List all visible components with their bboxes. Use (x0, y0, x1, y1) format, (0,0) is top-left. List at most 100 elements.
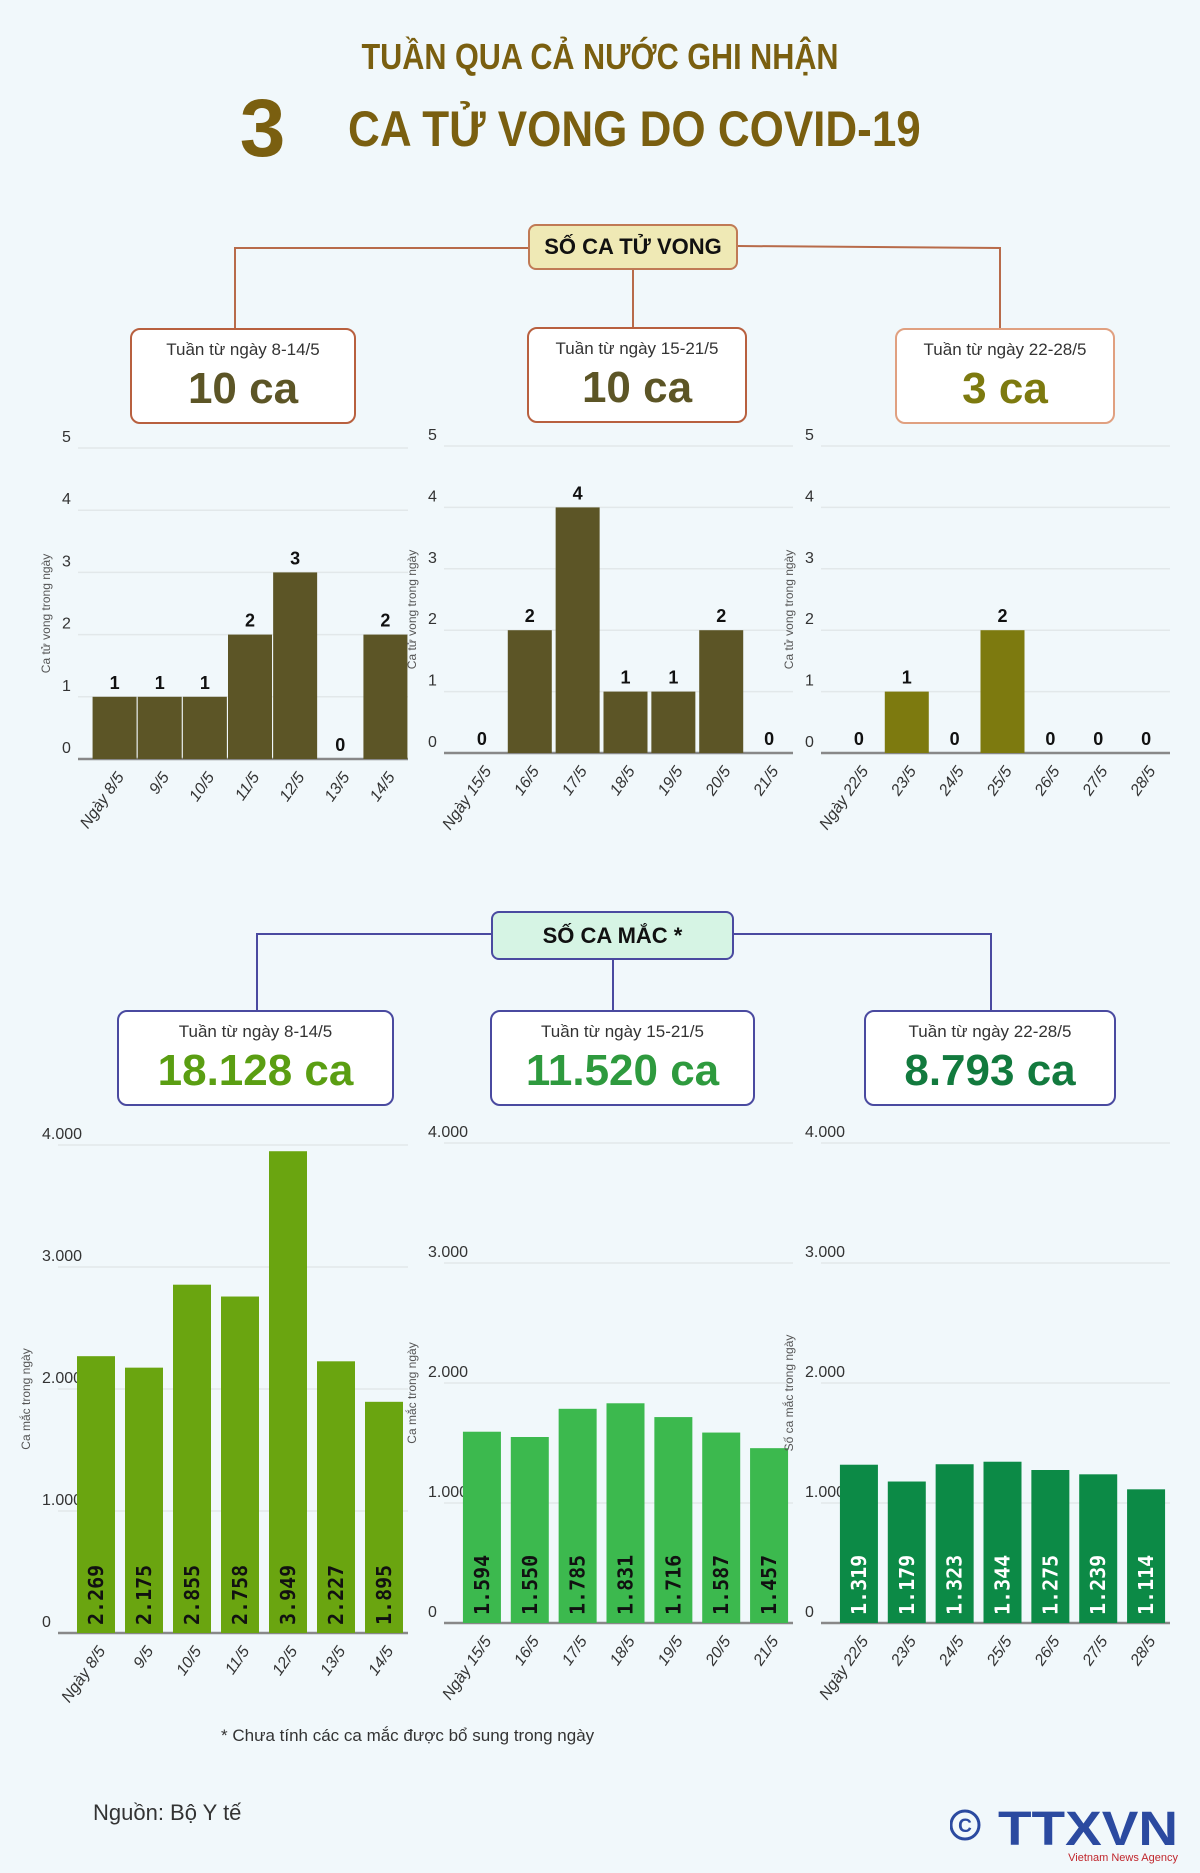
bar-value-label: 2.758 (228, 1565, 252, 1625)
source-text: Nguồn: Bộ Y tế (93, 1800, 242, 1825)
bar (839, 1464, 878, 1623)
y-tick-label: 0 (428, 1604, 437, 1621)
bar-value-label: 1.114 (1134, 1555, 1158, 1615)
x-category-label: 26/5 (1031, 763, 1063, 799)
y-tick-label: 0 (62, 740, 71, 757)
y-axis-title: Ca mắc trong ngày (18, 1348, 33, 1449)
x-category-label: 27/5 (1079, 1633, 1111, 1669)
x-category-label: Ngày 8/5 (77, 769, 128, 831)
week-total: 18.128 ca (157, 1046, 354, 1095)
bar-value-label: 2 (716, 606, 726, 626)
y-axis-title: Ca mắc trong ngày (404, 1342, 419, 1443)
bar (884, 691, 929, 753)
x-category-label: 21/5 (750, 1633, 782, 1669)
x-category-label: 21/5 (750, 763, 782, 799)
death-week-box-3: Tuần từ ngày 22-28/5 3 ca (895, 328, 1115, 424)
y-tick-label: 1 (428, 673, 437, 690)
bar-value-label: 2 (525, 606, 535, 626)
y-tick-label: 2 (62, 616, 71, 633)
x-category-label: 10/5 (186, 769, 218, 804)
bar-value-label: 1.319 (847, 1555, 871, 1615)
bar (462, 1431, 501, 1623)
y-tick-label: 4.000 (428, 1124, 468, 1141)
bar-value-label: 0 (1093, 729, 1103, 749)
bar-value-label: 3.949 (276, 1565, 300, 1625)
y-tick-label: 3 (805, 550, 814, 567)
y-tick-label: 2.000 (42, 1370, 82, 1387)
y-tick-label: 1.000 (42, 1492, 82, 1509)
y-axis-title: Ca tử vong trong ngày (405, 550, 419, 669)
x-category-label: 23/5 (888, 1633, 920, 1669)
x-category-label: 19/5 (655, 763, 687, 798)
bar-value-label: 1 (200, 673, 210, 693)
bar (363, 634, 408, 759)
bar (699, 630, 744, 753)
bar (702, 1432, 741, 1623)
bar-value-label: 1.457 (757, 1555, 781, 1615)
x-category-label: 12/5 (269, 1643, 301, 1678)
bar (228, 634, 272, 759)
death-week-box-2: Tuần từ ngày 15-21/5 10 ca (527, 327, 747, 423)
y-tick-label: 0 (805, 734, 814, 751)
y-tick-label: 2 (805, 611, 814, 628)
bar-value-label: 0 (335, 735, 345, 755)
case-week-box-3: Tuần từ ngày 22-28/5 8.793 ca (864, 1010, 1116, 1106)
bar-value-label: 1.716 (661, 1555, 685, 1615)
bar-value-label: 1.323 (943, 1555, 967, 1615)
week-total: 11.520 ca (525, 1046, 720, 1095)
bar (269, 1151, 307, 1633)
y-tick-label: 3.000 (805, 1244, 845, 1261)
footnote: * Chưa tính các ca mắc được bổ sung tron… (221, 1726, 595, 1745)
x-category-label: 26/5 (1031, 1633, 1063, 1669)
headline-text: CA TỬ VONG DO COVID-19 (348, 101, 922, 157)
x-category-label: 24/5 (936, 1633, 968, 1669)
headline-line2: 3 CA TỬ VONG DO COVID-19 (0, 82, 1200, 176)
y-tick-label: 4 (428, 488, 437, 505)
bar (365, 1401, 403, 1633)
y-tick-label: 2.000 (805, 1364, 845, 1381)
bar-value-label: 4 (573, 483, 583, 503)
y-tick-label: 0 (805, 1604, 814, 1621)
y-tick-label: 1 (805, 673, 814, 690)
y-axis-title: Ca tử vong trong ngày (782, 550, 796, 669)
x-category-label: 12/5 (277, 769, 309, 804)
y-tick-label: 4.000 (805, 1124, 845, 1141)
x-category-label: 25/5 (983, 1633, 1015, 1669)
bar-value-label: 2.855 (180, 1565, 204, 1625)
headline-line1: TUẦN QUA CẢ NƯỚC GHI NHẬN (361, 36, 839, 77)
bar-value-label: 1 (155, 673, 165, 693)
bar-value-label: 1.344 (991, 1555, 1015, 1615)
x-category-label: 28/5 (1127, 1633, 1159, 1669)
bar-value-label: 0 (477, 729, 487, 749)
bar-value-label: 2 (380, 611, 390, 631)
bar (651, 691, 696, 753)
x-category-label: Ngày 15/5 (439, 763, 495, 833)
bar-value-label: 2.227 (324, 1565, 348, 1625)
x-category-label: 28/5 (1127, 763, 1159, 799)
x-category-label: 18/5 (607, 763, 639, 798)
bar-value-label: 1.275 (1038, 1555, 1062, 1615)
y-axis-title: Ca tử vong trong ngày (39, 554, 53, 673)
bar (273, 572, 318, 759)
ttxvn-logo: C TTXVN Vietnam News Agency (950, 1803, 1178, 1864)
x-category-label: 18/5 (607, 1633, 639, 1668)
x-category-label: 11/5 (232, 769, 263, 803)
bar-value-label: 1.239 (1086, 1555, 1110, 1615)
y-tick-label: 3.000 (42, 1248, 82, 1265)
y-tick-label: 5 (428, 427, 437, 444)
bar (182, 696, 227, 759)
x-category-label: 20/5 (702, 1633, 734, 1669)
x-category-label: 14/5 (367, 769, 399, 804)
x-category-label: 27/5 (1079, 763, 1111, 799)
y-tick-label: 4 (62, 491, 71, 508)
bar-value-label: 0 (1141, 729, 1151, 749)
case-week-box-1: Tuần từ ngày 8-14/5 18.128 ca (117, 1010, 394, 1106)
bar (507, 630, 552, 753)
y-tick-label: 3.000 (428, 1244, 468, 1261)
bar (603, 691, 648, 753)
bar (77, 1356, 115, 1633)
y-tick-label: 1.000 (805, 1484, 845, 1501)
week-label: Tuần từ ngày 8-14/5 (166, 340, 320, 359)
death-week-box-1: Tuần từ ngày 8-14/5 10 ca (130, 328, 356, 424)
